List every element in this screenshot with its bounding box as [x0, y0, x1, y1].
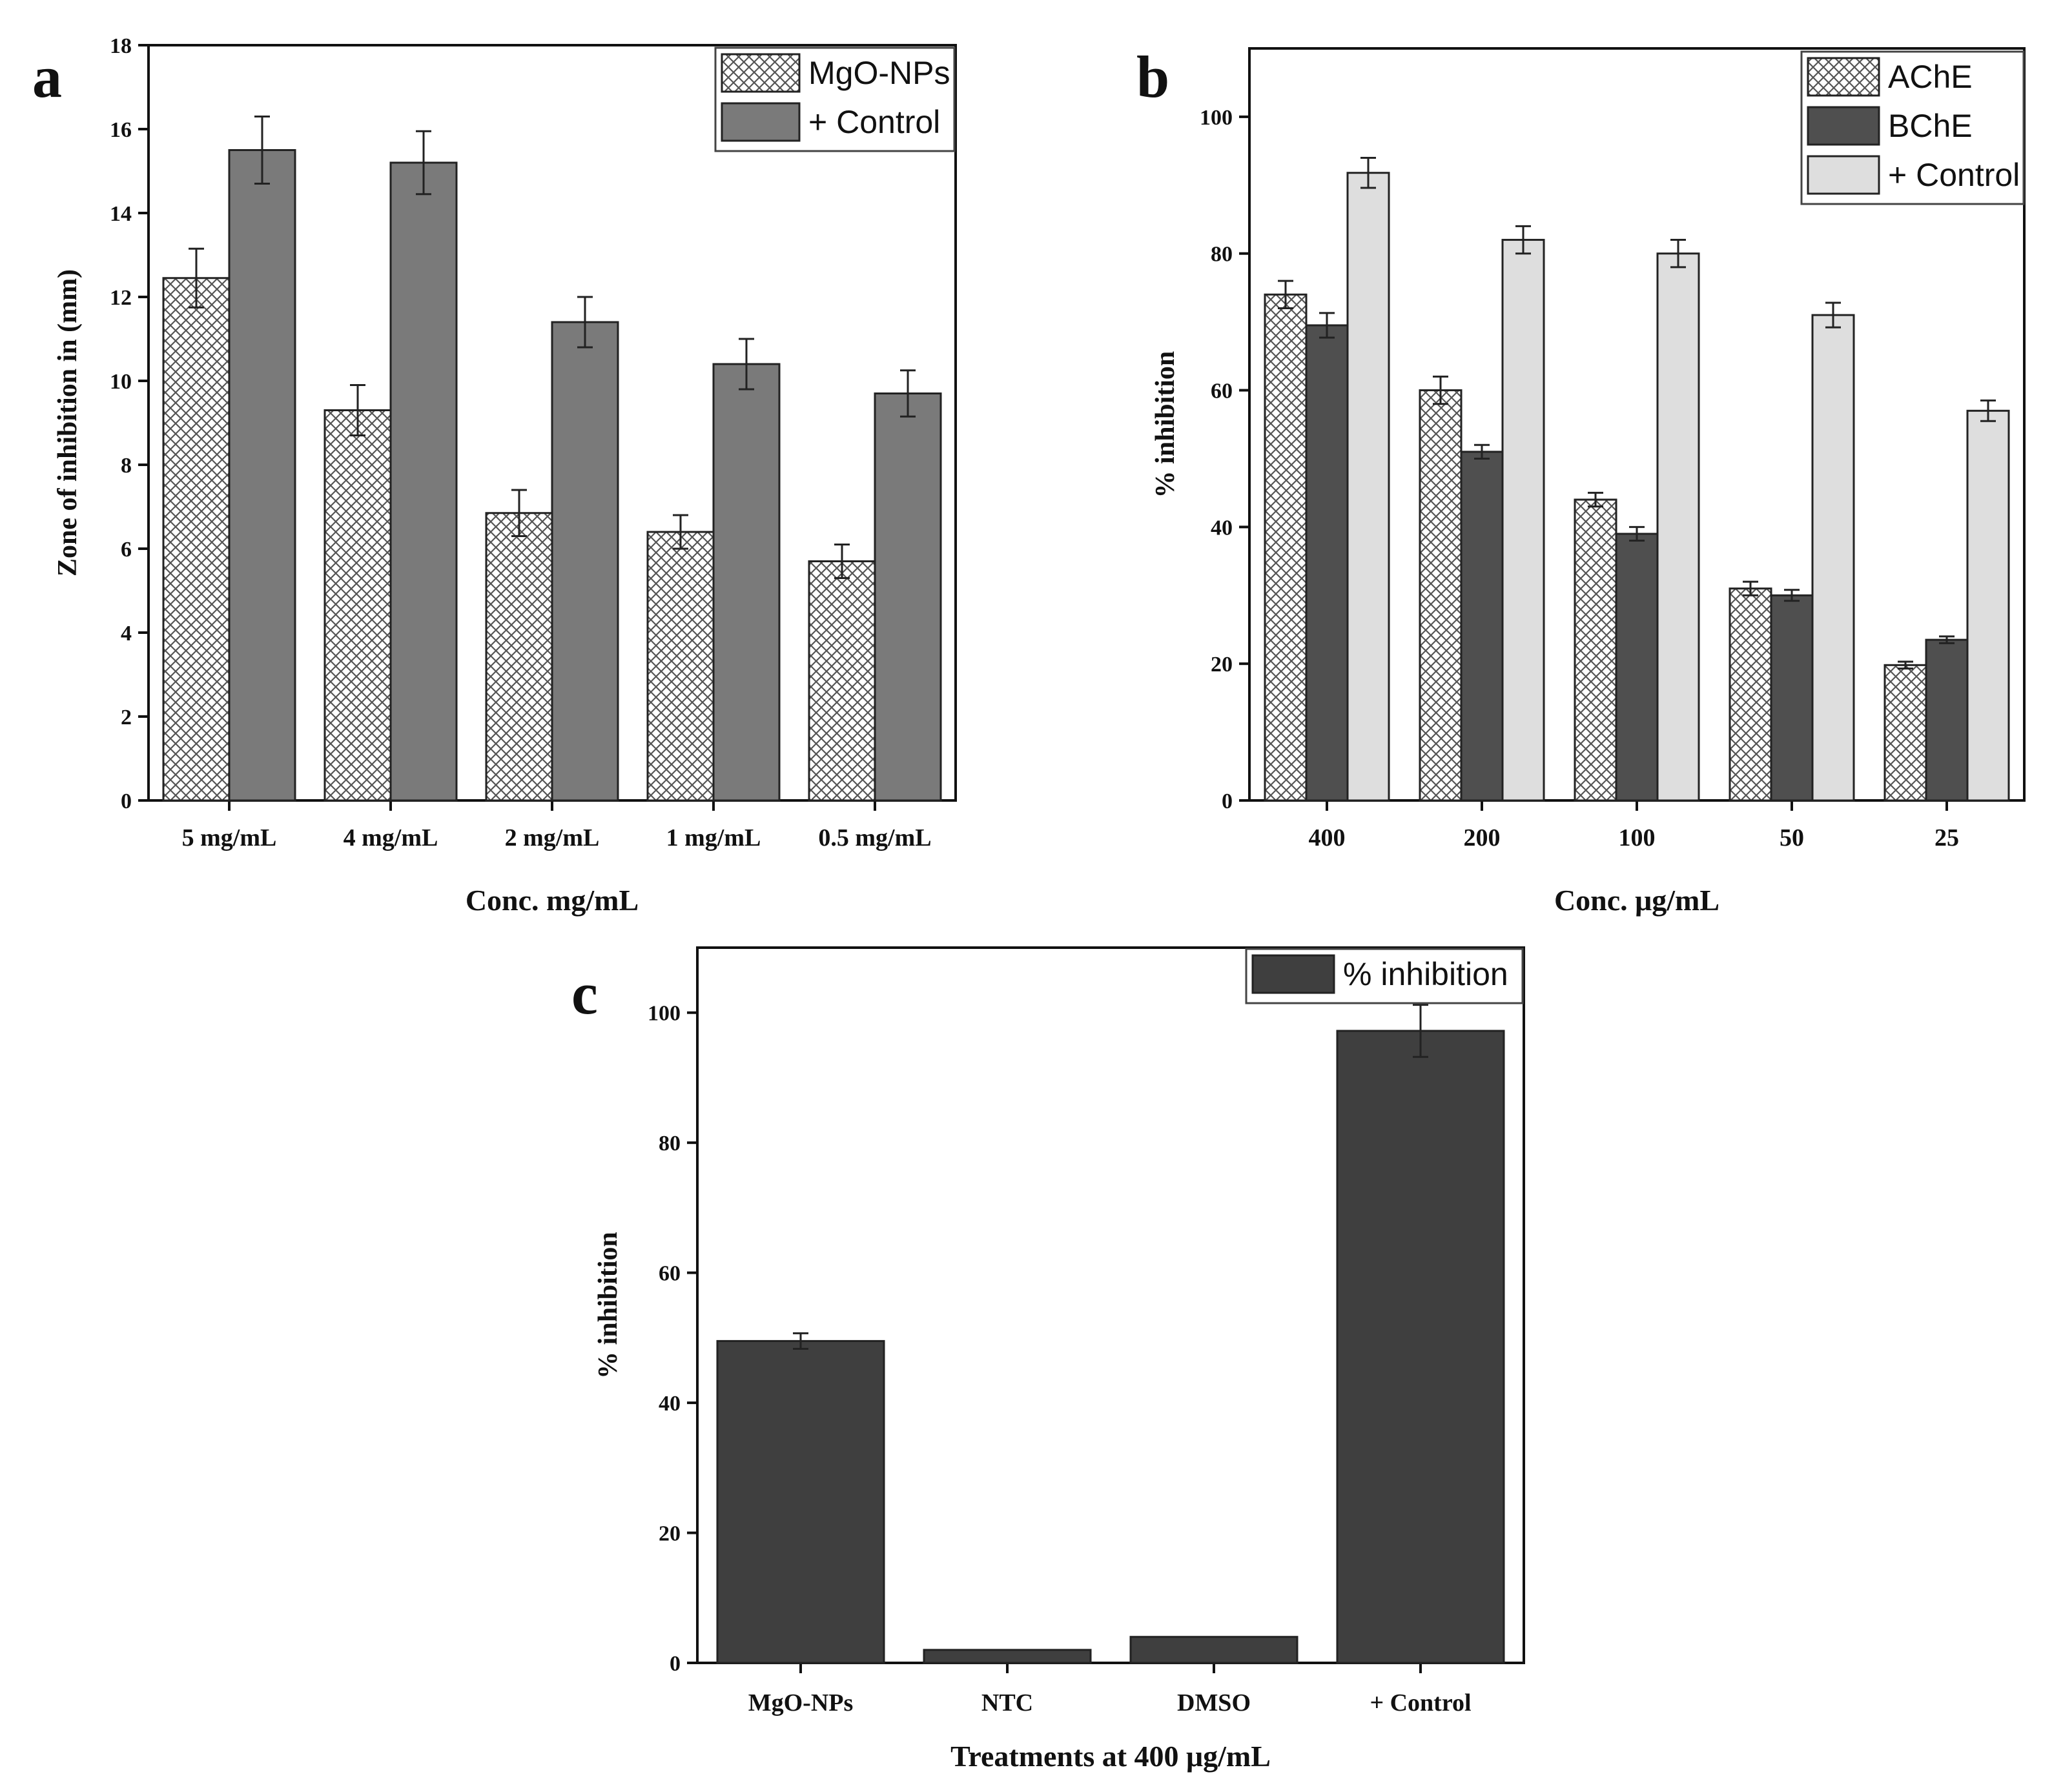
bar-inhibition: [716, 1339, 885, 1664]
legend-label: AChE: [1888, 59, 1973, 95]
panel-letter: b: [1136, 44, 1169, 110]
y-tick-label: 20: [1211, 653, 1233, 677]
x-tick-label: 4 mg/mL: [344, 824, 438, 851]
x-tick-label: 1 mg/mL: [666, 824, 761, 851]
bar-control: [1346, 172, 1390, 802]
bar-mgo-nps: [323, 409, 392, 802]
y-tick-label: 0: [1222, 789, 1233, 813]
bar-ache: [1264, 293, 1308, 802]
y-tick-label: 40: [1211, 516, 1233, 540]
y-tick-label: 100: [648, 1002, 681, 1026]
panel-b: b 0 20 40 60 80 100 400 200 100 50 25 Conc. μg/mL % i…: [1136, 44, 2026, 917]
bar-control: [1501, 239, 1545, 802]
x-tick-label: DMSO: [1177, 1689, 1251, 1716]
x-tick-label: 200: [1464, 824, 1501, 851]
y-tick-label: 0: [121, 789, 132, 813]
bar-mgo-nps: [485, 512, 553, 802]
y-tick-label: 60: [659, 1262, 681, 1286]
x-axis-title: Conc. μg/mL: [1554, 884, 1719, 917]
panel-letter: c: [571, 961, 598, 1026]
y-tick-label: 18: [110, 34, 132, 58]
y-tick-label: 6: [121, 538, 132, 562]
bar-ache: [1883, 664, 1927, 802]
bar-inhibition: [1129, 1636, 1298, 1664]
y-axis-title: % inhibition: [1151, 351, 1180, 498]
y-tick-label: 12: [110, 286, 132, 310]
y-tick-label: 40: [659, 1392, 681, 1416]
x-tick-label: 2 mg/mL: [505, 824, 600, 851]
legend-swatch: [721, 53, 801, 93]
bar-bche: [1615, 533, 1659, 802]
legend-swatch: [1807, 106, 1880, 146]
bar-control: [1656, 252, 1700, 802]
bar-inhibition: [1336, 1030, 1505, 1664]
y-tick-label: 60: [1211, 380, 1233, 403]
legend-swatch: [721, 102, 801, 142]
panel-letter: a: [32, 44, 62, 110]
bar-control: [1966, 409, 2010, 802]
bar-ache: [1574, 498, 1617, 802]
legend-label: + Control: [1888, 157, 2020, 193]
y-tick-label: 80: [659, 1132, 681, 1156]
y-tick-label: 4: [121, 622, 132, 646]
legend-swatch: [1251, 954, 1335, 994]
bar-control: [228, 149, 296, 802]
x-tick-label: 0.5 mg/mL: [818, 824, 931, 851]
x-axis-title: Conc. mg/mL: [466, 884, 639, 917]
legend-label: + Control: [808, 104, 940, 140]
panel-a: a 0 2 4 6 8 10 12 14 16 18 5 mg/mL 4 mg/mL 2 mg/mL 1 m…: [32, 34, 957, 917]
y-axis-title: Zone of inhibition in (mm): [53, 269, 83, 576]
y-axis-title: % inhibition: [593, 1232, 623, 1379]
bar-mgo-nps: [646, 531, 715, 802]
bar-bche: [1460, 451, 1504, 802]
bar-mgo-nps: [808, 560, 876, 802]
bar-mgo-nps: [162, 277, 231, 802]
x-tick-label: 400: [1309, 824, 1346, 851]
legend-label: MgO-NPs: [808, 55, 950, 91]
x-tick-label: + Control: [1370, 1689, 1471, 1716]
y-tick-label: 20: [659, 1522, 681, 1546]
y-tick-label: 80: [1211, 243, 1233, 267]
x-tick-label: 100: [1619, 824, 1656, 851]
bar-bche: [1770, 594, 1814, 802]
legend-swatch: [1807, 155, 1880, 195]
legend-label: BChE: [1888, 108, 1973, 144]
x-tick-label: 5 mg/mL: [182, 824, 277, 851]
legend-swatch: [1807, 57, 1880, 97]
y-tick-label: 8: [121, 454, 132, 478]
y-tick-label: 10: [110, 370, 132, 394]
legend-label: % inhibition: [1343, 956, 1508, 992]
bar-control: [874, 392, 942, 802]
bar-inhibition: [923, 1649, 1092, 1664]
bar-control: [551, 321, 619, 802]
y-tick-label: 0: [670, 1652, 681, 1676]
y-tick-label: 100: [1200, 106, 1233, 130]
bar-control: [389, 161, 458, 802]
bar-control: [712, 363, 781, 802]
x-axis-title: Treatments at 400 μg/mL: [950, 1740, 1271, 1773]
bar-bche: [1925, 638, 1969, 802]
x-tick-label: 25: [1935, 824, 1959, 851]
bar-control: [1811, 314, 1855, 802]
bar-ache: [1729, 587, 1772, 802]
bar-bche: [1305, 324, 1349, 802]
plot-frame: [696, 946, 1525, 1664]
x-tick-label: MgO-NPs: [748, 1689, 854, 1716]
panel-c: c 0 20 40 60 80 100 MgO-NPs NTC DMSO + Control Trea…: [571, 946, 1525, 1773]
bar-ache: [1419, 389, 1463, 802]
x-tick-label: NTC: [981, 1689, 1033, 1716]
y-tick-label: 14: [110, 202, 132, 226]
x-tick-label: 50: [1780, 824, 1804, 851]
y-tick-label: 16: [110, 118, 132, 142]
y-tick-label: 2: [121, 706, 132, 729]
